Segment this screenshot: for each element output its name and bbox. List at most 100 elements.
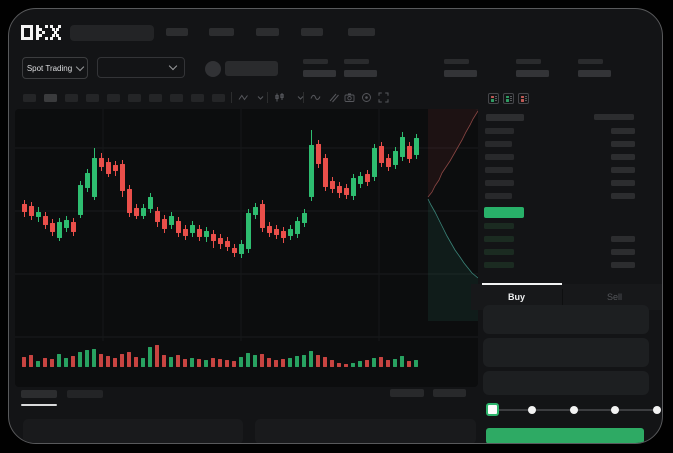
ticker-stat-label-1	[303, 59, 328, 64]
bottom-tab-underline	[21, 404, 57, 406]
ask-price-bar[interactable]	[485, 193, 512, 199]
buy-submit-button[interactable]	[486, 428, 644, 443]
nav-pill-5[interactable]	[348, 28, 375, 36]
market-type-label: Spot Trading	[26, 63, 73, 73]
nav-pill-3[interactable]	[256, 28, 279, 36]
line-style-icon[interactable]	[238, 92, 249, 103]
chart-panel[interactable]	[15, 109, 479, 387]
total-input[interactable]	[483, 371, 649, 395]
ask-price-bar[interactable]	[485, 141, 512, 147]
ask-amount-bar	[611, 193, 635, 199]
search-input[interactable]	[70, 25, 154, 41]
okx-logo[interactable]	[21, 25, 61, 45]
draw-icon[interactable]	[328, 92, 339, 103]
timeframe-button-2[interactable]	[44, 94, 57, 102]
market-type-selector[interactable]: Spot Trading	[22, 57, 88, 79]
timeframe-button-4[interactable]	[86, 94, 99, 102]
timeframe-button-6[interactable]	[128, 94, 141, 102]
book-lines	[525, 96, 527, 102]
amount-input[interactable]	[483, 338, 649, 367]
book-lines	[495, 96, 497, 102]
bid-amount-bar	[611, 249, 635, 255]
timeframe-button-10[interactable]	[212, 94, 225, 102]
last-price-placeholder	[225, 61, 278, 76]
indicators-icon[interactable]	[274, 92, 285, 103]
ask-price-bar[interactable]	[485, 154, 514, 160]
order-book-amount-header	[594, 114, 634, 120]
chevron-down-icon	[168, 61, 178, 71]
ticker-stat-label-5	[578, 59, 603, 64]
toolbar-divider	[303, 92, 304, 103]
candlestick-chart-svg[interactable]	[15, 109, 479, 387]
pair-avatar[interactable]	[205, 61, 221, 77]
ask-price-bar[interactable]	[485, 128, 514, 134]
tab-buy[interactable]: Buy	[471, 284, 562, 310]
nav-pill-2[interactable]	[209, 28, 234, 36]
ask-amount-bar	[611, 180, 635, 186]
okx-logo-icon	[21, 25, 61, 40]
chevron-down-icon	[75, 62, 85, 71]
timeframe-button-1[interactable]	[23, 94, 36, 102]
price-input[interactable]	[483, 305, 649, 334]
book-color-column	[490, 95, 494, 102]
order-book-price-header	[486, 114, 524, 121]
slider-stop-3[interactable]	[569, 406, 578, 414]
app-window: Spot Trading	[8, 8, 663, 444]
timeframe-button-7[interactable]	[149, 94, 162, 102]
timeframe-button-5[interactable]	[107, 94, 120, 102]
book-color-column	[505, 95, 509, 102]
slider-stop-5[interactable]	[652, 406, 661, 414]
active-tab-underline	[482, 283, 562, 285]
history-panel	[255, 419, 476, 443]
compare-icon[interactable]	[310, 92, 321, 103]
tab-divider	[562, 289, 563, 305]
bottom-action-placeholder[interactable]	[433, 389, 466, 397]
tab-sell[interactable]: Sell	[563, 284, 662, 310]
ask-price-bar[interactable]	[485, 180, 514, 186]
camera-icon[interactable]	[344, 92, 355, 103]
book-color-column	[520, 95, 524, 102]
tab-buy-label: Buy	[507, 292, 525, 302]
book-asks-icon[interactable]	[518, 93, 529, 104]
amount-slider-handle[interactable]	[486, 403, 499, 416]
settings-icon[interactable]	[361, 92, 372, 103]
bottom-tab-active[interactable]	[21, 390, 57, 398]
bid-amount-bar	[611, 262, 635, 268]
ask-price-bar[interactable]	[485, 167, 513, 173]
bid-price-bar[interactable]	[484, 249, 514, 255]
nav-pill-1[interactable]	[166, 28, 188, 36]
ask-amount-bar	[611, 154, 635, 160]
book-bids-icon[interactable]	[503, 93, 514, 104]
order-book-last-price	[484, 207, 524, 218]
ticker-stat-label-3	[444, 59, 469, 64]
timeframe-button-8[interactable]	[170, 94, 183, 102]
slider-stop-2[interactable]	[528, 406, 536, 414]
slider-stop-4[interactable]	[611, 406, 619, 414]
ask-amount-bar	[611, 141, 635, 147]
fullscreen-icon[interactable]	[378, 92, 389, 103]
toolbar-divider	[267, 92, 268, 103]
nav-pill-4[interactable]	[301, 28, 323, 36]
bottom-action-placeholder[interactable]	[390, 389, 424, 397]
chevron-down-icon[interactable]	[255, 92, 266, 103]
bid-amount-bar	[611, 236, 635, 242]
timeframe-button-3[interactable]	[65, 94, 78, 102]
bottom-tab[interactable]	[67, 390, 103, 398]
bid-price-bar[interactable]	[484, 262, 514, 268]
ticker-stat-value-5	[578, 70, 611, 77]
orders-panel	[23, 419, 243, 443]
bid-price-bar[interactable]	[484, 236, 514, 242]
book-combined-icon[interactable]	[488, 93, 499, 104]
book-lines	[510, 96, 512, 102]
ticker-stat-value-1	[303, 70, 336, 77]
bid-price-bar[interactable]	[484, 223, 514, 229]
ticker-stat-value-4	[516, 70, 549, 77]
tab-sell-label: Sell	[606, 292, 622, 302]
chevron-down-icon[interactable]	[295, 92, 306, 103]
ask-amount-bar	[611, 167, 635, 173]
toolbar-divider	[231, 92, 232, 103]
ask-amount-bar	[611, 128, 635, 134]
pair-selector-dropdown[interactable]	[97, 57, 185, 78]
timeframe-button-9[interactable]	[191, 94, 204, 102]
